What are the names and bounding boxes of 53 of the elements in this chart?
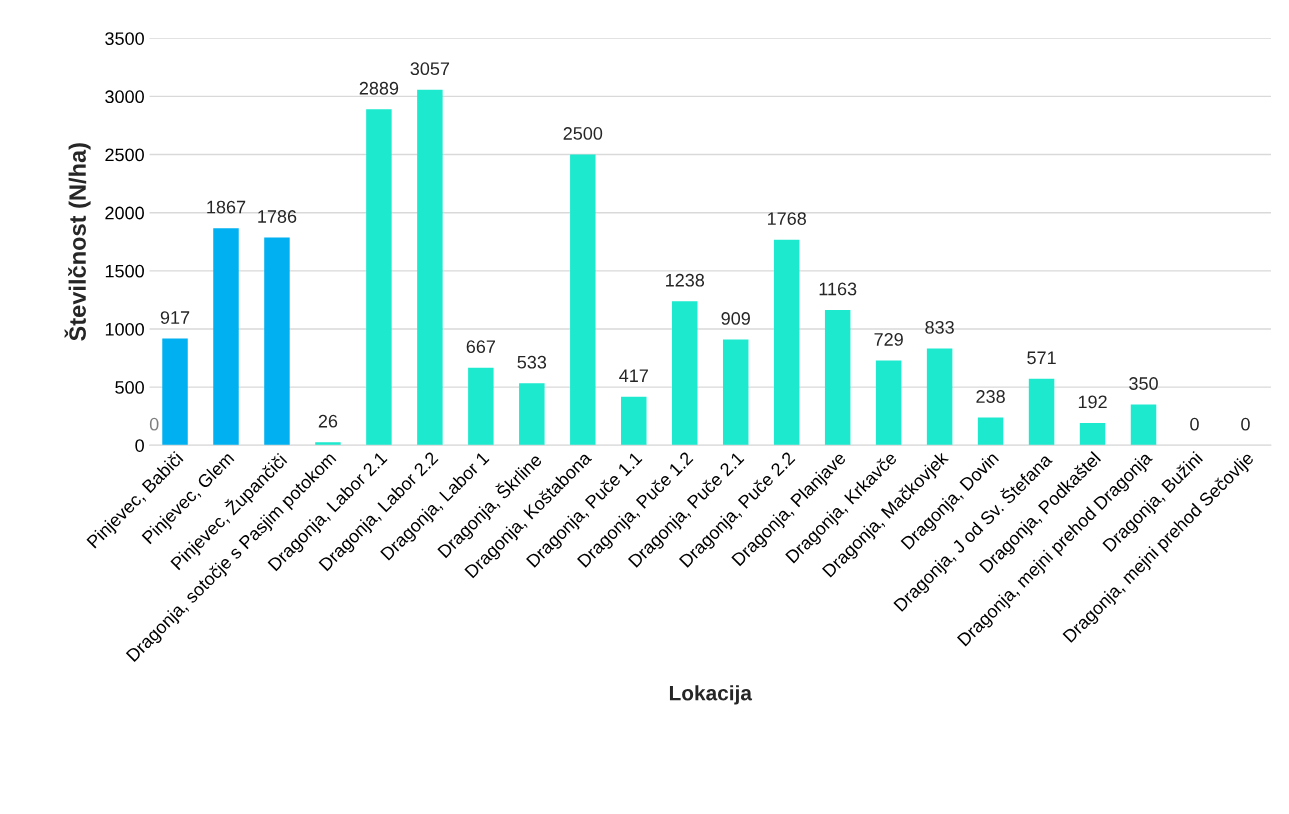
y-tick-label: 2000: [105, 206, 144, 220]
data-label: 1867: [207, 200, 246, 214]
data-label: 909: [721, 312, 750, 325]
bar: [824, 310, 851, 446]
data-label: 2889: [359, 81, 399, 95]
y-tick-label: 1000: [105, 322, 144, 336]
data-label: 0: [1190, 417, 1199, 431]
bar: [417, 89, 443, 446]
data-label: 238: [976, 390, 1005, 403]
data-label: 571: [1027, 351, 1056, 365]
bar: [773, 239, 800, 446]
data-label: 192: [1078, 395, 1107, 409]
bar: [570, 154, 596, 446]
bar: [264, 237, 290, 446]
data-label: 26: [318, 414, 338, 428]
data-label: 667: [466, 340, 496, 354]
bar: [977, 417, 1004, 446]
bar: [722, 339, 749, 446]
x-axis-title: Lokacija: [669, 685, 753, 705]
data-label: 917: [160, 311, 190, 324]
data-label: 0: [1241, 417, 1250, 431]
y-tick-label: 3500: [105, 32, 144, 45]
bar: [926, 348, 953, 446]
data-label: 3057: [410, 62, 450, 76]
bar: [1130, 404, 1157, 446]
bar: [621, 396, 647, 446]
data-label: 417: [619, 369, 648, 382]
y-axis-title: Številčnost (N/ha): [64, 143, 91, 341]
bar: [468, 367, 494, 446]
bar: [1028, 378, 1055, 446]
bar: [672, 301, 698, 446]
bar: [519, 383, 545, 446]
data-label: 729: [874, 333, 903, 346]
data-label: 1238: [666, 273, 705, 287]
bar: [366, 109, 392, 446]
data-label: 1786: [258, 210, 297, 223]
data-label: 1163: [819, 282, 857, 296]
bar: [315, 442, 341, 446]
data-label: 1768: [768, 212, 806, 225]
bar: [875, 360, 902, 446]
bar: [1079, 422, 1106, 446]
bar: [162, 338, 188, 446]
data-label: 833: [925, 320, 954, 334]
y-tick-label: 2500: [105, 148, 144, 162]
annotation: 0: [149, 417, 159, 431]
y-tick-label: 0: [135, 439, 144, 452]
y-tick-label: 500: [115, 381, 144, 394]
y-tick-label: 3000: [105, 90, 144, 104]
bar: [213, 228, 239, 446]
data-label: 350: [1129, 377, 1158, 390]
data-label: 533: [517, 355, 547, 369]
y-tick-label: 1500: [105, 264, 144, 278]
data-label: 2500: [563, 127, 603, 140]
